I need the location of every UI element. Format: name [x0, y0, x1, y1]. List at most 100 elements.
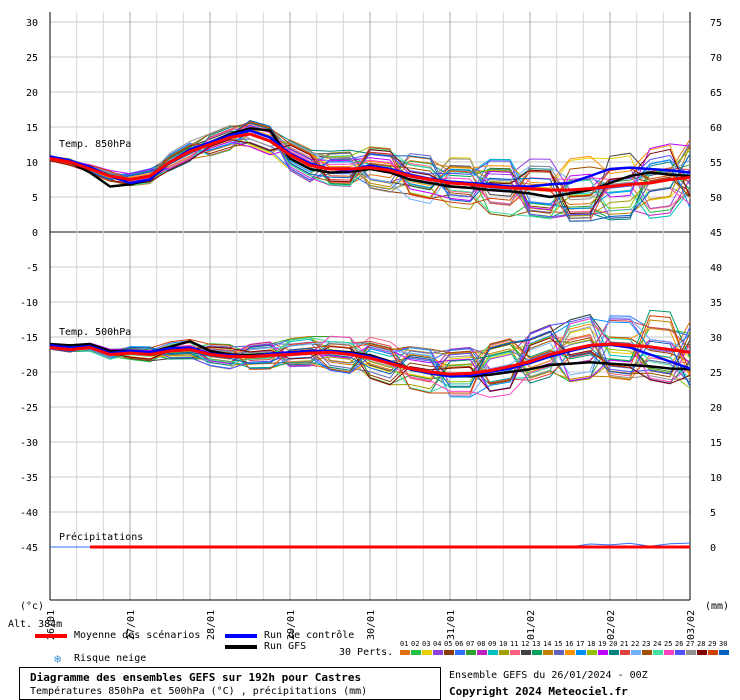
- pert-swatch: [400, 650, 410, 655]
- y-left-tick: -30: [20, 438, 38, 449]
- y-left-tick: -15: [20, 333, 38, 344]
- pert-number: 25: [664, 640, 673, 648]
- legend-gfs: Run GFS: [264, 641, 307, 652]
- pert-number: 26: [675, 640, 684, 648]
- pert-swatch: [697, 650, 707, 655]
- y-left-tick: -20: [20, 368, 38, 379]
- y-right-tick: 15: [710, 438, 722, 449]
- legend-perts: 30 Perts.: [339, 647, 394, 658]
- pert-swatch: [444, 650, 454, 655]
- pert-swatch: [455, 650, 465, 655]
- snowflake-icon: ❄: [54, 652, 62, 666]
- y-right-tick: 5: [710, 508, 716, 519]
- y-right-tick: 20: [710, 403, 722, 414]
- pert-swatch: [664, 650, 674, 655]
- pert-swatch: [554, 650, 564, 655]
- pert-swatch: [675, 650, 685, 655]
- footer-title-box: Diagramme des ensembles GEFS sur 192h po…: [19, 667, 441, 700]
- series-line-500-0: [49, 342, 691, 376]
- pert-number: 30: [719, 640, 728, 648]
- y-right-tick: 70: [710, 53, 722, 64]
- series-line-850-0: [49, 132, 691, 192]
- x-tick-label: 26/01: [46, 610, 57, 640]
- pert-number: 21: [620, 640, 629, 648]
- footer-run: Ensemble GEFS du 26/01/2024 - 00Z: [449, 670, 648, 681]
- y-right-tick: 75: [710, 18, 722, 29]
- x-tick-label: 29/01: [286, 610, 297, 640]
- pert-swatch: [532, 650, 542, 655]
- pert-number: 24: [653, 640, 662, 648]
- footer-copyright: Copyright 2024 Meteociel.fr: [449, 685, 628, 698]
- pert-number: 23: [642, 640, 651, 648]
- y-left-tick: -40: [20, 508, 38, 519]
- pert-swatch: [499, 650, 509, 655]
- y-left-tick: 25: [26, 53, 38, 64]
- pert-number: 27: [686, 640, 695, 648]
- legend-swatch-mean: [35, 634, 67, 638]
- y-left-tick: -25: [20, 403, 38, 414]
- perturbation-line: [49, 337, 691, 392]
- pert-number: 05: [444, 640, 453, 648]
- pert-number: 04: [433, 640, 442, 648]
- pert-swatch: [620, 650, 630, 655]
- pert-swatch: [422, 650, 432, 655]
- legend-swatch-control: [225, 634, 257, 638]
- perturbation-line: [49, 119, 691, 222]
- pert-number: 09: [488, 640, 497, 648]
- pert-number: 20: [609, 640, 618, 648]
- x-tick-label: 31/01: [446, 610, 457, 640]
- pert-number: 07: [466, 640, 475, 648]
- y-right-tick: 35: [710, 298, 722, 309]
- y-right-tick: 40: [710, 263, 722, 274]
- pert-number: 28: [697, 640, 706, 648]
- x-tick-label: 30/01: [366, 610, 377, 640]
- legend-snow: Risque neige: [74, 653, 147, 664]
- pert-swatch: [609, 650, 619, 655]
- pert-number: 13: [532, 640, 541, 648]
- pert-swatch: [708, 650, 718, 655]
- pert-swatch: [521, 650, 531, 655]
- pert-swatch: [433, 650, 443, 655]
- pert-swatch: [587, 650, 597, 655]
- y-right-tick: 10: [710, 473, 722, 484]
- y-right-tick: 45: [710, 228, 722, 239]
- pert-swatch: [576, 650, 586, 655]
- y-right-tick: 30: [710, 333, 722, 344]
- pert-swatch: [466, 650, 476, 655]
- panel-label-precip: Précipitations: [59, 531, 143, 543]
- x-tick-label: 02/02: [606, 610, 617, 640]
- y-left-tick: 15: [26, 123, 38, 134]
- pert-swatch: [631, 650, 641, 655]
- pert-swatch: [411, 650, 421, 655]
- pert-swatch: [510, 650, 520, 655]
- pert-number: 02: [411, 640, 420, 648]
- perturbation-line: [49, 139, 691, 215]
- pert-number: 16: [565, 640, 574, 648]
- pert-swatch: [543, 650, 553, 655]
- y-left-tick: 20: [26, 88, 38, 99]
- pert-swatch: [488, 650, 498, 655]
- pert-swatch: [477, 650, 487, 655]
- altitude-label: Alt. 384m: [8, 619, 62, 630]
- x-tick-label: 01/02: [526, 610, 537, 640]
- pert-swatch: [719, 650, 729, 655]
- y-left-tick: 30: [26, 18, 38, 29]
- pert-number: 17: [576, 640, 585, 648]
- pert-number: 12: [521, 640, 530, 648]
- y-left-tick: 5: [32, 193, 38, 204]
- x-tick-label: 27/01: [126, 610, 137, 640]
- legend-mean: Moyenne des scénarios: [74, 630, 201, 641]
- pert-number: 19: [598, 640, 607, 648]
- legend-control: Run de contrôle: [264, 630, 355, 641]
- pert-number: 10: [499, 640, 508, 648]
- y-left-tick: -5: [26, 263, 38, 274]
- pert-swatch: [598, 650, 608, 655]
- pert-number: 14: [543, 640, 552, 648]
- unit-left: (°c): [20, 601, 44, 612]
- y-right-tick: 65: [710, 88, 722, 99]
- footer-subtitle: Températures 850hPa et 500hPa (°C) , pré…: [30, 686, 368, 697]
- pert-number: 01: [400, 640, 409, 648]
- pert-swatch: [653, 650, 663, 655]
